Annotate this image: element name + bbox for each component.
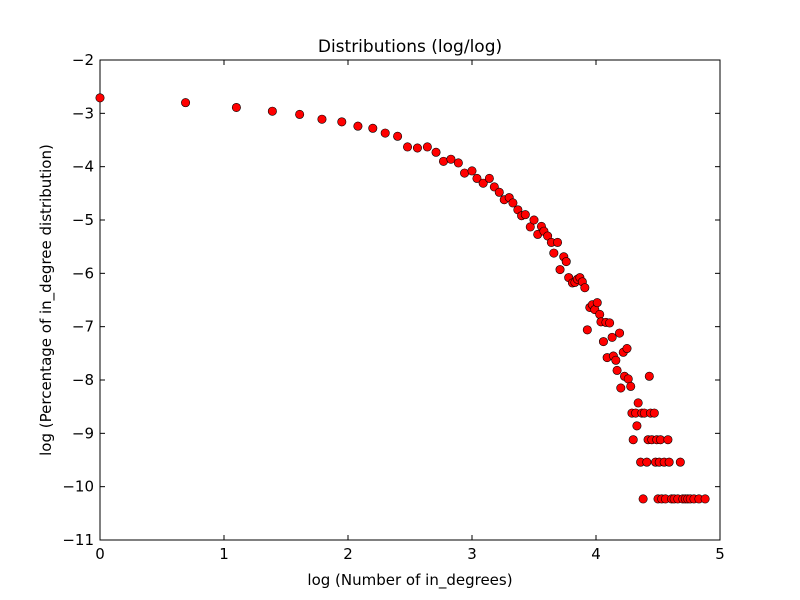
- y-tick-label: −8: [72, 371, 94, 389]
- data-point: [632, 421, 642, 431]
- data-point: [580, 283, 590, 293]
- data-point: [478, 178, 488, 188]
- data-point: [663, 435, 673, 445]
- data-point: [628, 435, 638, 445]
- y-tick-label: −5: [72, 211, 94, 229]
- data-point: [582, 325, 592, 335]
- x-axis-label: log (Number of in_degrees): [307, 571, 512, 590]
- data-point: [484, 173, 494, 183]
- x-tick-label: 3: [467, 545, 477, 563]
- data-point: [295, 109, 305, 119]
- y-tick-label: −4: [72, 158, 94, 176]
- data-point: [605, 318, 615, 328]
- data-point: [644, 371, 654, 381]
- x-tick-label: 0: [95, 545, 105, 563]
- data-point: [453, 158, 463, 168]
- data-point: [598, 337, 608, 347]
- y-tick-label: −6: [72, 264, 94, 282]
- data-point: [393, 131, 403, 141]
- data-point: [508, 198, 518, 208]
- data-point: [181, 98, 191, 108]
- data-point: [231, 102, 241, 112]
- data-point: [446, 154, 456, 164]
- data-point: [622, 344, 632, 354]
- data-point: [317, 114, 327, 124]
- data-point: [616, 383, 626, 393]
- data-point: [607, 332, 617, 342]
- data-point: [95, 93, 105, 103]
- data-point: [623, 374, 633, 384]
- data-point: [431, 147, 441, 157]
- chart-title: Distributions (log/log): [318, 37, 502, 57]
- data-point: [664, 457, 674, 467]
- data-point: [438, 156, 448, 166]
- x-tick-label: 4: [591, 545, 601, 563]
- x-tick-label: 5: [715, 545, 725, 563]
- data-point: [649, 408, 659, 418]
- data-point: [353, 121, 363, 131]
- y-tick-label: −2: [72, 51, 94, 69]
- data-point: [633, 398, 643, 408]
- axis-ticks: 0 1 2 3 4 5 −11 −10 −9 −8 −7 −6 −5 −4 −3 −2: [62, 51, 724, 563]
- data-points: [95, 93, 710, 504]
- x-tick-label: 2: [343, 545, 353, 563]
- data-point: [612, 365, 622, 375]
- data-point: [561, 257, 571, 267]
- y-axis-label: log (Percentage of in_degree distributio…: [37, 144, 56, 456]
- data-point: [422, 142, 432, 152]
- data-point: [595, 309, 605, 319]
- data-point: [267, 106, 277, 116]
- plot-frame: [99, 59, 721, 541]
- data-point: [553, 237, 563, 247]
- data-point: [592, 298, 602, 308]
- y-tick-label: −3: [72, 104, 94, 122]
- data-point: [525, 222, 535, 232]
- data-point: [555, 265, 565, 275]
- data-point: [412, 143, 422, 153]
- data-point: [638, 494, 648, 504]
- data-point: [467, 166, 477, 176]
- data-point: [520, 210, 530, 220]
- y-tick-label: −10: [62, 478, 94, 496]
- y-tick-label: −9: [72, 424, 94, 442]
- data-point: [655, 435, 665, 445]
- data-point: [460, 168, 470, 178]
- data-point: [700, 494, 710, 504]
- data-point: [380, 128, 390, 138]
- x-tick-label: 1: [219, 545, 229, 563]
- data-point: [642, 457, 652, 467]
- data-point: [675, 457, 685, 467]
- data-point: [472, 173, 482, 183]
- y-tick-label: −11: [62, 531, 94, 549]
- data-point: [626, 381, 636, 391]
- data-point: [494, 187, 504, 197]
- data-point: [611, 355, 621, 365]
- data-point: [549, 248, 559, 258]
- data-point: [368, 123, 378, 133]
- data-point: [337, 117, 347, 127]
- data-point: [529, 215, 539, 225]
- data-point: [403, 142, 413, 152]
- y-tick-label: −7: [72, 318, 94, 336]
- data-point: [615, 328, 625, 338]
